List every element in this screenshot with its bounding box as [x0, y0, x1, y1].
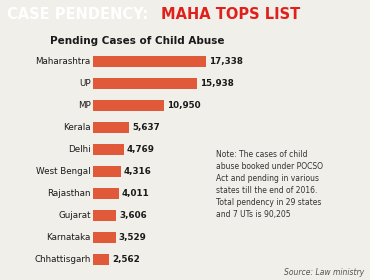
Bar [92, 166, 121, 177]
Text: MAHA TOPS LIST: MAHA TOPS LIST [161, 7, 300, 22]
Bar [92, 188, 119, 199]
Text: 17,338: 17,338 [209, 57, 243, 66]
Bar [92, 122, 130, 133]
Bar [92, 254, 109, 265]
Bar [92, 56, 206, 67]
Text: CASE PENDENCY:: CASE PENDENCY: [7, 7, 154, 22]
Text: 5,637: 5,637 [132, 123, 160, 132]
Text: Maharashtra: Maharashtra [36, 57, 91, 66]
Text: Rajasthan: Rajasthan [47, 189, 91, 198]
Text: 15,938: 15,938 [200, 79, 234, 88]
Bar [92, 100, 164, 111]
Text: 3,529: 3,529 [119, 233, 147, 242]
Text: Karnataka: Karnataka [46, 233, 91, 242]
Text: 4,011: 4,011 [122, 189, 149, 198]
Text: Gujarat: Gujarat [58, 211, 91, 220]
Bar [92, 210, 116, 221]
Text: Pending Cases of Child Abuse: Pending Cases of Child Abuse [50, 36, 224, 46]
Text: 4,316: 4,316 [124, 167, 152, 176]
Text: 3,606: 3,606 [119, 211, 147, 220]
Text: 10,950: 10,950 [167, 101, 201, 110]
Bar [92, 232, 116, 243]
Bar [92, 78, 197, 89]
Text: 4,769: 4,769 [127, 145, 155, 154]
Bar [92, 144, 124, 155]
Text: UP: UP [79, 79, 91, 88]
Text: MP: MP [78, 101, 91, 110]
Text: Chhattisgarh: Chhattisgarh [34, 255, 91, 264]
Text: Delhi: Delhi [68, 145, 91, 154]
Text: 2,562: 2,562 [112, 255, 140, 264]
Text: Kerala: Kerala [63, 123, 91, 132]
Text: West Bengal: West Bengal [36, 167, 91, 176]
Text: Note: The cases of child
abuse booked under POCSO
Act and pending in various
sta: Note: The cases of child abuse booked un… [216, 150, 323, 220]
Text: Source: Law ministry: Source: Law ministry [284, 269, 364, 277]
